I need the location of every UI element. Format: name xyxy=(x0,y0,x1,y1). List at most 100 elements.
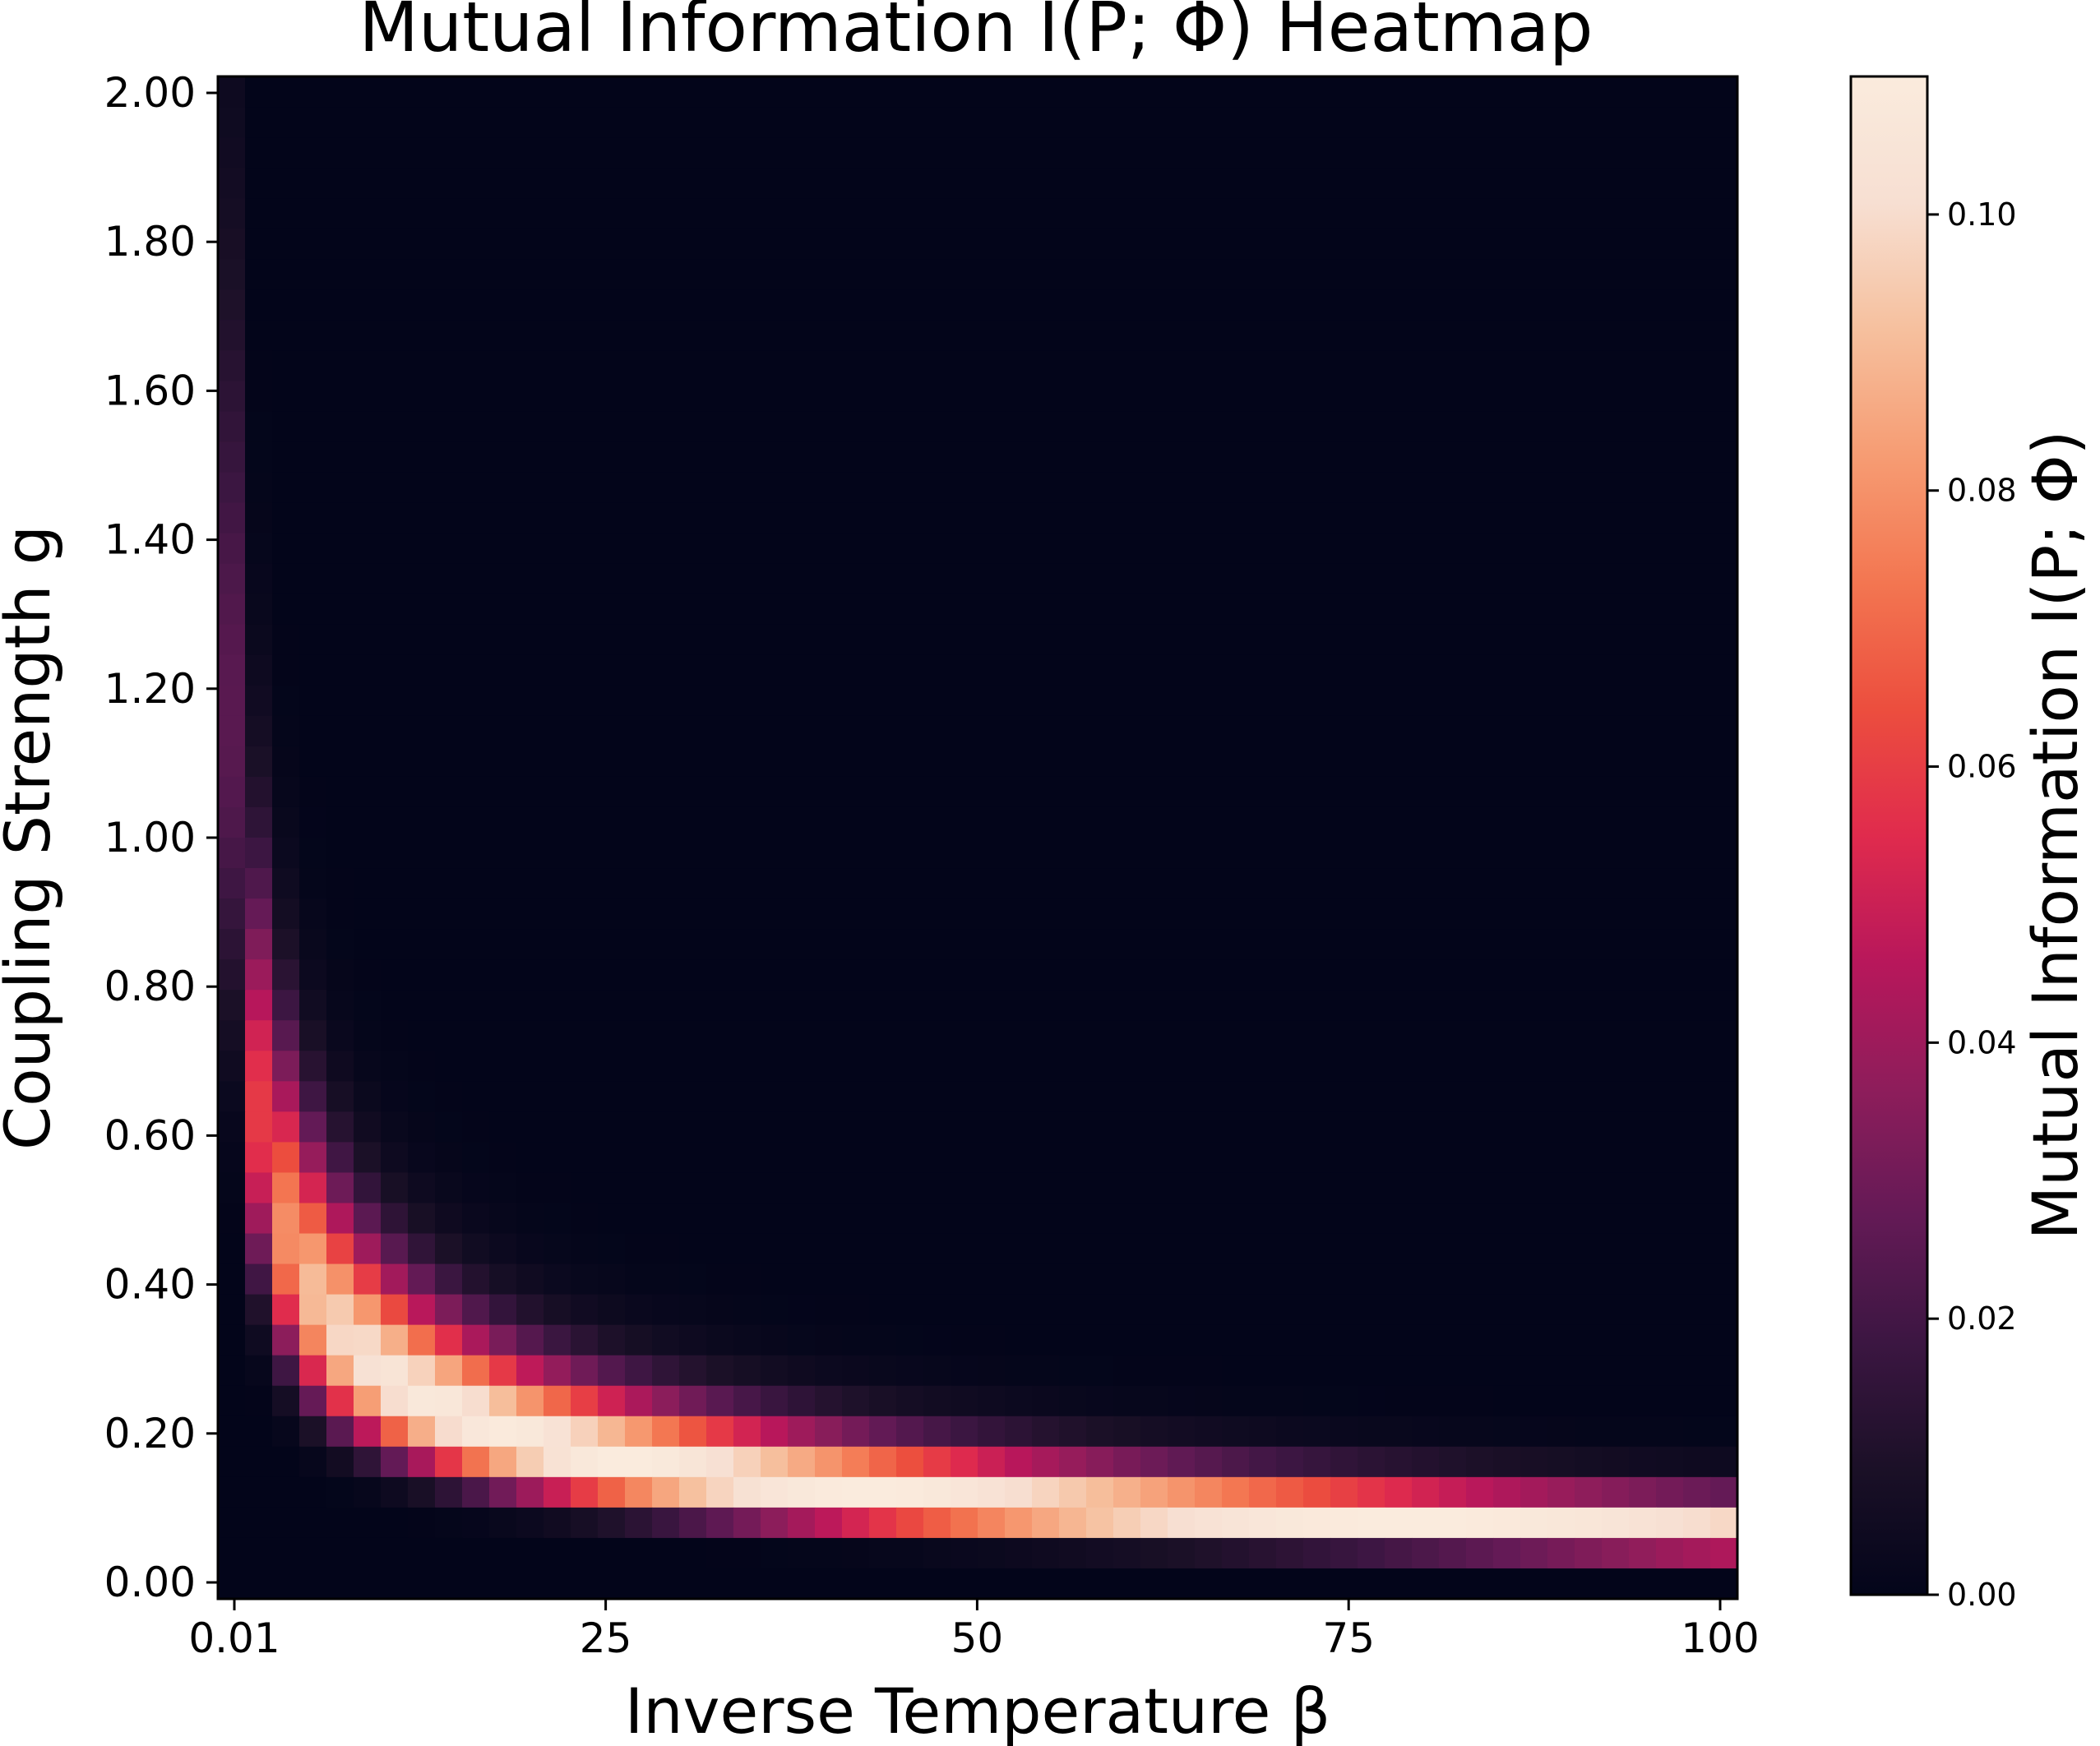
colorbar-tick-label: 0.08 xyxy=(1947,473,2017,509)
heatmap-cell xyxy=(788,959,816,991)
heatmap-cell xyxy=(1385,594,1413,626)
heatmap-cell xyxy=(1032,594,1060,626)
heatmap-cell xyxy=(381,838,409,869)
heatmap-cell xyxy=(1330,624,1358,656)
heatmap-cell xyxy=(381,198,409,229)
heatmap-cell xyxy=(272,715,300,747)
heatmap-cell xyxy=(842,259,870,290)
heatmap-cell xyxy=(761,715,789,747)
heatmap-cell xyxy=(544,502,571,534)
heatmap-cell xyxy=(516,411,544,443)
heatmap-cell xyxy=(706,137,734,169)
heatmap-cell xyxy=(923,685,951,717)
heatmap-cell xyxy=(1276,1233,1304,1265)
heatmap-cell xyxy=(733,107,761,138)
heatmap-cell xyxy=(516,654,544,686)
heatmap-cell xyxy=(489,1051,517,1082)
heatmap-cell xyxy=(842,929,870,960)
heatmap-cell xyxy=(381,806,409,838)
heatmap-cell xyxy=(516,137,544,169)
heatmap-cell xyxy=(923,411,951,443)
heatmap-cell xyxy=(1466,289,1494,321)
heatmap-cell xyxy=(408,1416,436,1448)
heatmap-cell xyxy=(272,654,300,686)
heatmap-cell xyxy=(1113,350,1141,381)
heatmap-cell xyxy=(1439,929,1467,960)
heatmap-cell xyxy=(869,76,897,108)
heatmap-cell xyxy=(516,381,544,413)
heatmap-cell xyxy=(544,289,571,321)
heatmap-cell xyxy=(1086,776,1114,808)
heatmap-cell xyxy=(1520,137,1548,169)
heatmap-cell xyxy=(1222,654,1250,686)
heatmap-cell xyxy=(218,1142,246,1174)
heatmap-cell xyxy=(1629,654,1657,686)
heatmap-cell xyxy=(1168,76,1196,108)
heatmap-cell xyxy=(1493,563,1521,595)
heatmap-cell xyxy=(218,1355,246,1387)
heatmap-cell xyxy=(869,320,897,351)
heatmap-cell xyxy=(1710,776,1738,808)
heatmap-cell xyxy=(1140,472,1168,504)
heatmap-cell xyxy=(1683,685,1711,717)
heatmap-cell xyxy=(1140,107,1168,138)
heatmap-cell xyxy=(1032,1142,1060,1174)
heatmap-cell xyxy=(1113,76,1141,108)
heatmap-cell xyxy=(1140,959,1168,991)
heatmap-cell xyxy=(652,624,680,656)
heatmap-cell xyxy=(218,1568,246,1600)
heatmap-cell xyxy=(1439,990,1467,1021)
heatmap-cell xyxy=(1005,107,1033,138)
heatmap-cell xyxy=(1330,168,1358,199)
heatmap-cell xyxy=(1358,350,1385,381)
heatmap-cell xyxy=(951,76,978,108)
heatmap-cell xyxy=(462,1142,490,1174)
heatmap-cell xyxy=(733,929,761,960)
heatmap-cell xyxy=(326,1476,354,1508)
heatmap-cell xyxy=(761,1111,789,1143)
heatmap-cell xyxy=(1059,929,1087,960)
heatmap-cell xyxy=(1547,1324,1575,1356)
heatmap-cell xyxy=(951,654,978,686)
heatmap-cell xyxy=(245,1233,273,1265)
heatmap-cell xyxy=(869,1355,897,1387)
heatmap-cell xyxy=(1412,350,1440,381)
heatmap-cell xyxy=(978,107,1006,138)
heatmap-cell xyxy=(1059,168,1087,199)
heatmap-cell xyxy=(1439,1294,1467,1326)
heatmap-cell xyxy=(1059,320,1087,351)
heatmap-cell xyxy=(1547,137,1575,169)
heatmap-cell xyxy=(1656,1568,1684,1600)
heatmap-cell xyxy=(815,1051,843,1082)
heatmap-cell xyxy=(1168,1172,1196,1204)
heatmap-cell xyxy=(1656,1142,1684,1174)
heatmap-cell xyxy=(1168,259,1196,290)
heatmap-cell xyxy=(1358,838,1385,869)
heatmap-cell xyxy=(1086,137,1114,169)
heatmap-cell xyxy=(489,624,517,656)
heatmap-cell xyxy=(218,1537,246,1569)
heatmap-cell xyxy=(1439,472,1467,504)
heatmap-cell xyxy=(1195,746,1223,778)
heatmap-cell xyxy=(1547,624,1575,656)
heatmap-cell xyxy=(706,1324,734,1356)
heatmap-cell xyxy=(1249,1263,1277,1296)
heatmap-cell xyxy=(1520,654,1548,686)
heatmap-cell xyxy=(1303,1142,1331,1174)
heatmap-cell xyxy=(1113,715,1141,747)
heatmap-cell xyxy=(1710,76,1738,108)
heatmap-cell xyxy=(1547,107,1575,138)
heatmap-cell xyxy=(1303,229,1331,260)
heatmap-cell xyxy=(435,959,463,991)
heatmap-cell xyxy=(978,502,1006,534)
heatmap-cell xyxy=(652,1324,680,1356)
heatmap-cell xyxy=(625,594,653,626)
heatmap-cell xyxy=(1493,107,1521,138)
heatmap-cell xyxy=(706,929,734,960)
heatmap-cell xyxy=(1656,959,1684,991)
heatmap-cell xyxy=(299,1568,327,1600)
heatmap-cell xyxy=(1439,107,1467,138)
heatmap-cell xyxy=(1629,990,1657,1021)
heatmap-cell xyxy=(462,1446,490,1478)
heatmap-cell xyxy=(218,776,246,808)
